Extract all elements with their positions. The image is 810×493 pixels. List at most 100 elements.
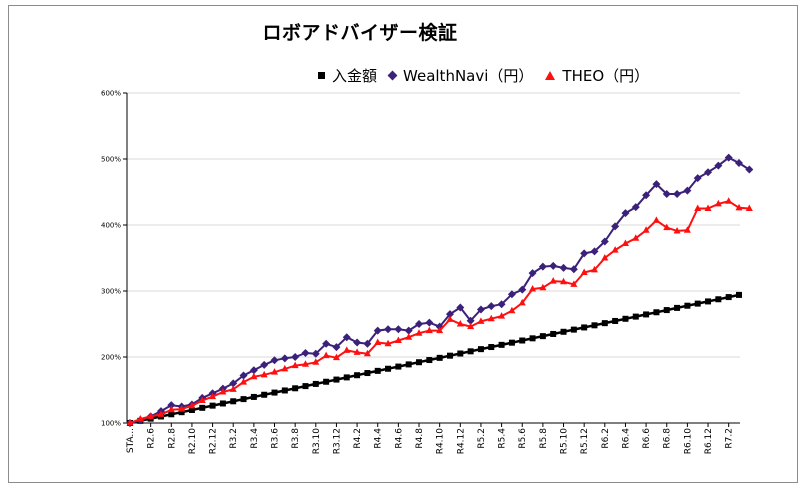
data-point [250,372,258,380]
data-point [736,291,742,298]
data-point [261,391,268,398]
data-point [735,203,743,211]
x-tick-label: R5.4 [498,428,508,449]
legend-label-wealthnavi: WealthNavi（円） [403,66,534,85]
data-point [674,304,681,311]
x-tick-label: R3.8 [291,428,301,449]
data-point [508,306,516,314]
x-tick-label: R6.10 [683,428,693,455]
series-0 [127,291,742,426]
data-point [652,180,661,189]
x-tick-label: R5.10 [560,428,570,455]
chart-frame [8,5,798,483]
series-1 [126,153,754,427]
data-point [622,315,629,322]
data-point [612,317,619,324]
data-point [332,353,340,361]
x-tick-label: R3.6 [271,428,281,449]
legend-item-wealthnavi: WealthNavi（円） [387,65,534,86]
data-point [601,254,609,261]
data-point [745,165,754,174]
data-point [343,346,351,353]
data-point [653,309,660,316]
data-point [425,326,433,334]
data-point [136,415,144,422]
data-point [580,249,589,258]
data-point [476,305,485,314]
data-point [301,360,309,367]
data-point [302,383,309,390]
series-line [129,156,750,424]
x-tick-label: R5.2 [477,428,487,449]
data-point [456,303,465,312]
data-point [539,283,547,291]
data-point [580,268,588,276]
x-tick-label: R3.10 [312,428,322,455]
data-point [446,352,453,359]
data-point [364,370,371,377]
data-point [549,277,557,284]
data-point [529,335,536,342]
data-point [436,326,444,334]
data-point [405,333,413,340]
x-tick-label: R4.8 [415,428,425,449]
data-point [457,350,464,357]
data-point [394,325,403,334]
x-tick-label: R5.6 [518,428,528,449]
data-point [342,333,351,342]
series-2 [126,197,753,426]
data-point [539,333,546,340]
x-tick-label: R2.8 [167,428,177,449]
data-point [322,351,330,359]
data-point [549,261,558,270]
data-point [446,315,454,322]
x-tick-label: R3.2 [229,428,239,449]
data-point [488,344,495,351]
data-point [466,316,475,325]
data-point [219,387,227,395]
data-point [271,389,278,396]
data-point [467,348,474,355]
data-point [632,234,640,241]
data-point [178,405,186,412]
legend-item-deposit: 入金額 [318,65,377,86]
data-point [673,226,681,234]
data-point [725,197,733,204]
data-point [240,378,248,385]
data-point [694,204,702,211]
data-point [467,322,475,330]
data-point [219,400,226,407]
data-point [416,359,423,366]
data-point [724,153,733,162]
data-point [642,191,651,200]
data-point [209,392,217,400]
data-point [394,336,402,343]
data-point [426,357,433,364]
data-point [550,330,557,337]
data-point [188,406,195,413]
x-tick-label: R3.4 [250,428,260,449]
x-tick-label: R3.12 [332,428,342,454]
data-point [271,368,279,375]
data-point [374,367,381,374]
data-point [249,366,258,375]
data-point [260,360,269,369]
data-point [167,405,175,413]
data-point [559,263,568,272]
data-point [507,290,516,299]
data-point [415,329,423,336]
legend-label-theo: THEO（円） [562,66,650,85]
data-point [239,371,248,380]
data-point [498,312,506,319]
data-point [456,320,464,327]
data-point [528,269,537,278]
y-tick-label: 300% [101,288,121,296]
y-tick-label: 600% [101,90,121,98]
data-point [188,401,196,409]
data-point [569,265,578,274]
x-tick-label: R5.12 [580,428,590,454]
data-point [229,379,238,388]
x-tick-label: R4.10 [436,428,446,455]
data-point [332,343,341,352]
